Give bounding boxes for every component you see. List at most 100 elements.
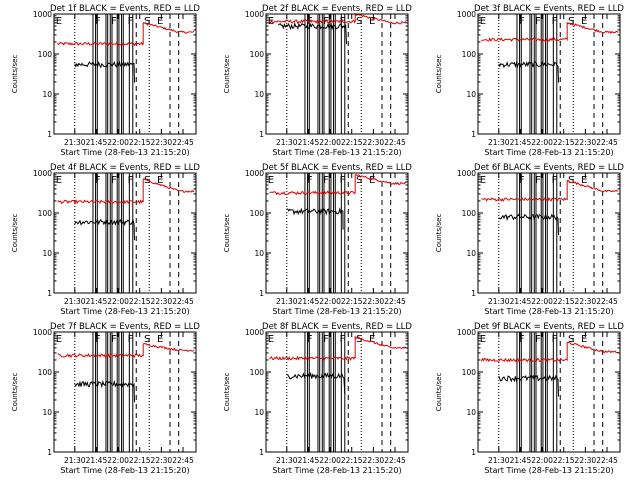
x-tick-label: 22:15 [129,138,151,147]
events-series-line [74,379,136,403]
x-tick-label: 21:30 [488,297,510,306]
y-tick-label: 10 [466,408,476,417]
marker-label: F [307,16,313,27]
panel-title: Det 3f BLACK = Events, RED = LLD [474,4,624,14]
panel-title: Det 6f BLACK = Events, RED = LLD [474,163,624,173]
x-tick-label: 22:30 [575,456,597,465]
marker-label: F [111,16,117,27]
x-tick-label: 22:45 [172,297,194,306]
y-tick-label: 1000 [245,169,264,178]
y-tick-label: 1 [259,448,264,457]
x-axis-label: Start Time (28-Feb-13 21:15:20) [272,307,401,316]
y-tick-label: 100 [462,368,477,377]
y-tick-label: 10 [42,90,52,99]
marker-label: E [581,16,587,27]
marker-label: F [95,175,101,186]
marker-label: F [111,175,117,186]
y-axis-label: Counts/sec [11,214,19,253]
x-tick-label: 22:45 [384,297,406,306]
x-tick-label: 22:30 [151,297,173,306]
marker-label: E [369,334,375,345]
marker-label: E [56,16,62,27]
marker-label: E [581,175,587,186]
y-tick-label: 10 [466,249,476,258]
marker-label: S [144,334,150,345]
x-tick-label: 22:00 [531,456,553,465]
x-tick-label: 21:45 [510,297,532,306]
x-tick-label: 22:45 [596,138,618,147]
marker-label: E [157,175,163,186]
x-tick-label: 22:30 [151,456,173,465]
marker-label: F [95,334,101,345]
marker-label: S [356,175,362,186]
x-tick-label: 22:30 [363,456,385,465]
marker-label: F [128,175,134,186]
lld-series-line [269,12,407,25]
y-axis-label: Counts/sec [223,373,231,412]
x-tick-label: 21:45 [510,138,532,147]
x-tick-label: 22:45 [384,456,406,465]
panel-title: Det 9f BLACK = Events, RED = LLD [474,322,624,332]
y-tick-label: 1 [47,130,52,139]
marker-label: F [552,175,558,186]
plot-frame [265,331,409,453]
marker-label: E [480,334,486,345]
marker-label: F [519,175,525,186]
lld-series-line [57,342,195,359]
y-axis-label: Counts/sec [11,373,19,412]
marker-label: F [535,175,541,186]
events-series-line [74,60,136,83]
y-tick-label: 100 [462,50,477,59]
y-axis-label: Counts/sec [435,55,443,94]
x-tick-label: 22:45 [172,138,194,147]
y-tick-label: 1 [471,289,476,298]
x-tick-label: 22:15 [553,456,575,465]
y-tick-label: 1000 [33,328,52,337]
lld-series-line [480,341,619,363]
y-tick-label: 1 [259,289,264,298]
x-tick-label: 21:45 [86,138,108,147]
x-axis-label: Start Time (28-Feb-13 21:15:20) [272,466,401,475]
x-tick-label: 22:15 [129,297,151,306]
x-axis-label: Start Time (28-Feb-13 21:15:20) [484,148,613,157]
x-tick-label: 21:45 [298,456,320,465]
x-tick-label: 22:15 [553,297,575,306]
x-tick-label: 21:45 [86,297,108,306]
x-tick-label: 22:45 [596,297,618,306]
x-tick-label: 22:15 [341,297,363,306]
marker-label: F [128,16,134,27]
y-axis-label: Counts/sec [435,373,443,412]
y-tick-label: 100 [250,368,265,377]
plot-frame [477,172,621,294]
events-series-line [498,212,560,236]
marker-label: F [535,334,541,345]
y-tick-label: 100 [462,209,477,218]
x-tick-label: 21:45 [298,297,320,306]
marker-label: F [535,16,541,27]
marker-label: F [128,334,134,345]
x-axis-label: Start Time (28-Feb-13 21:15:20) [60,307,189,316]
marker-label: S [568,16,574,27]
marker-label: F [519,16,525,27]
x-tick-label: 22:30 [363,297,385,306]
y-tick-label: 100 [250,50,265,59]
x-axis-label: Start Time (28-Feb-13 21:15:20) [272,148,401,157]
x-tick-label: 21:45 [510,456,532,465]
x-axis-label: Start Time (28-Feb-13 21:15:20) [60,466,189,475]
marker-label: F [307,175,313,186]
marker-label: E [56,175,62,186]
plot-frame [53,172,197,294]
marker-label: F [552,16,558,27]
x-tick-label: 22:00 [319,456,341,465]
x-tick-label: 22:00 [319,138,341,147]
plot-frame [53,13,197,135]
y-tick-label: 1 [47,289,52,298]
x-tick-label: 22:00 [107,297,129,306]
events-series-line [498,61,560,83]
marker-label: F [323,175,329,186]
